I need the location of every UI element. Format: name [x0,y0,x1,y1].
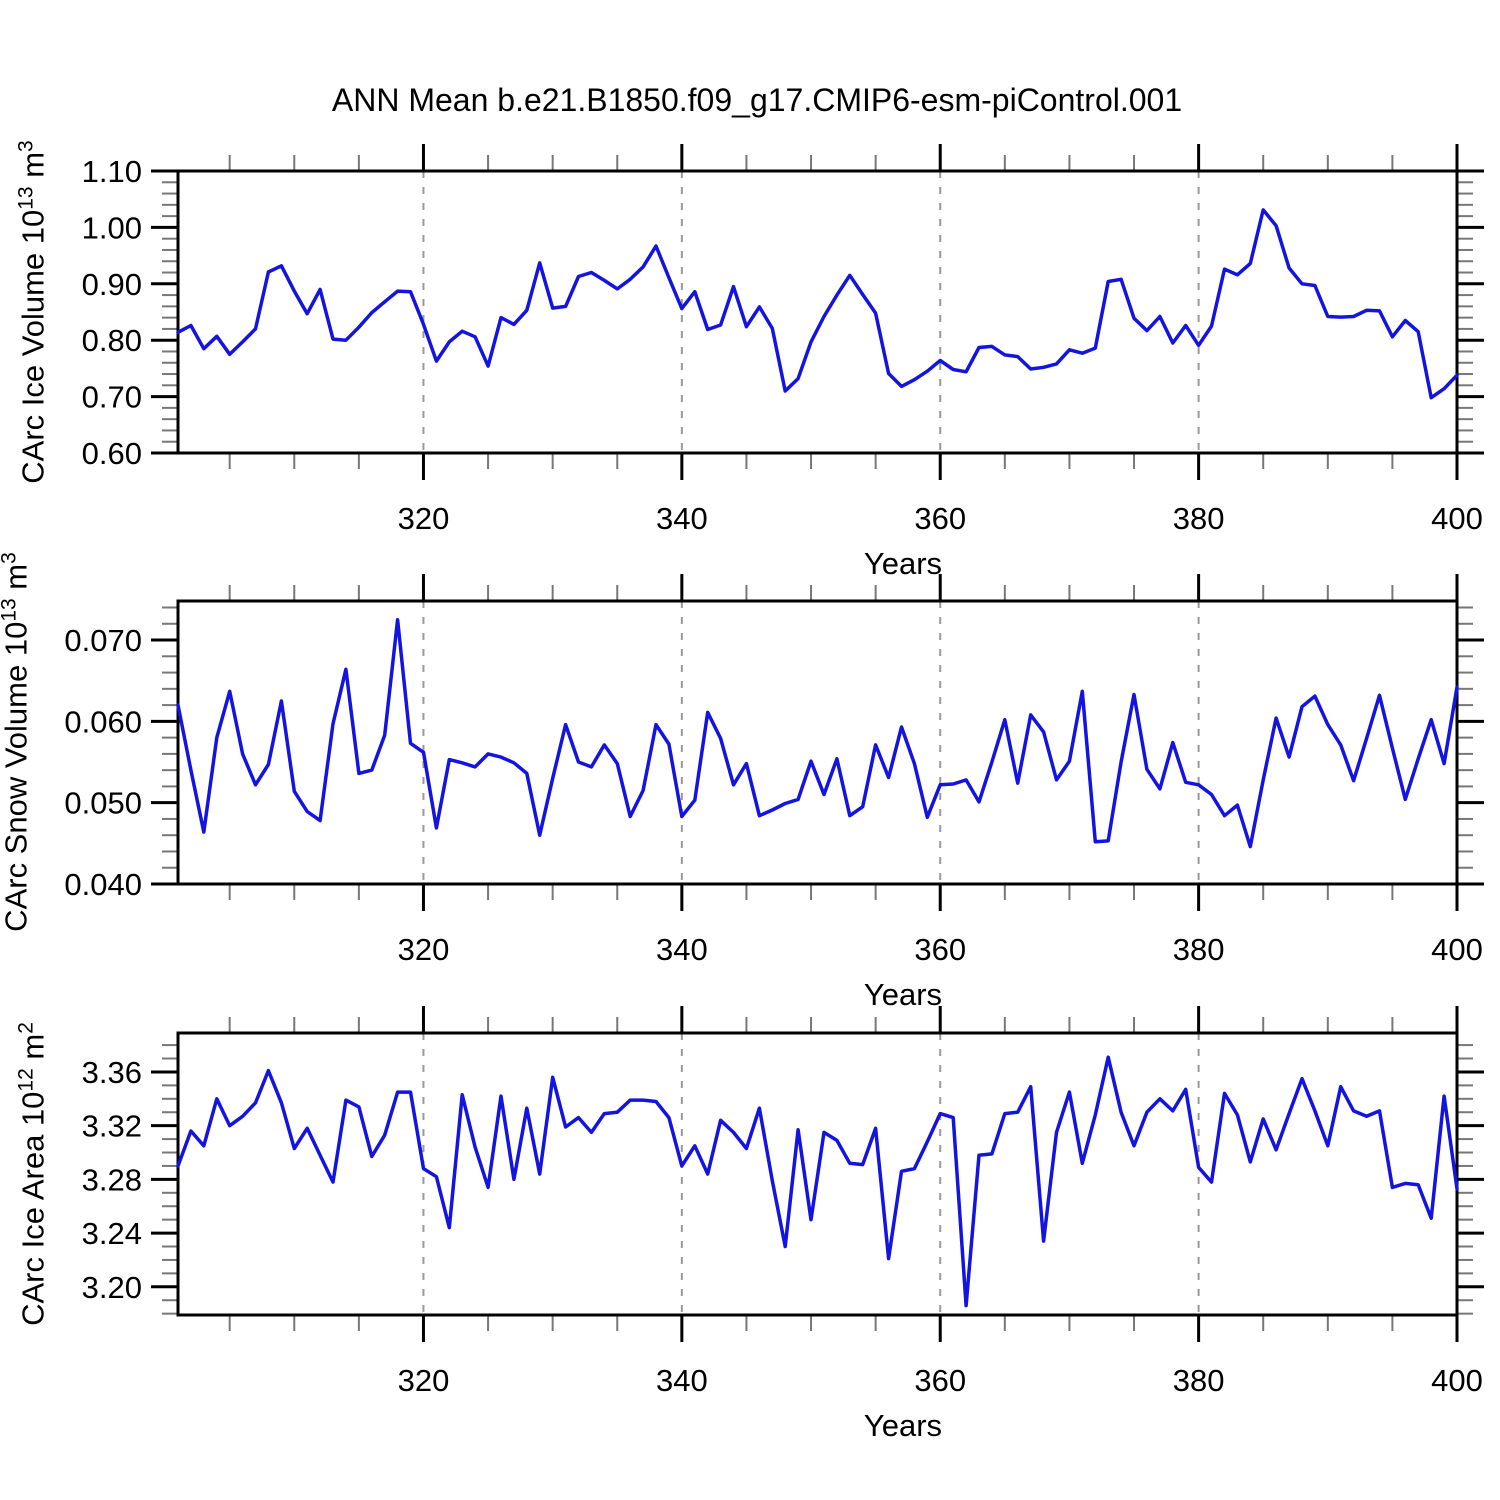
x-axis-title: Years [864,1408,942,1443]
y-axis-label-unit: m [15,1033,51,1069]
y-tick-label-3.32: 3.32 [82,1109,142,1144]
y-axis-label-text: CArc Ice Volume 10 [15,209,51,484]
y-axis-label-text: CArc Ice Area 10 [15,1091,51,1326]
plot-frame [176,1031,1459,1317]
panel-ice-area: 320 340 360 380 400 Years 3.20 3.24 3.28 3.32 3.36 [82,1006,1484,1443]
x-tick-label-380: 380 [1173,501,1225,536]
y-axis-unit-exponent: 3 [14,140,38,152]
y-tick-label-0.040: 0.040 [64,867,142,902]
y-axis-label-ice-volume: CArc Ice Volume 1013 m3 [14,140,51,483]
y-tick-label-0.90: 0.90 [82,267,142,302]
y-axis-exponent: 13 [0,598,21,622]
y-axis-label-ice-area: CArc Ice Area 1012 m2 [14,1022,51,1326]
y-tick-label-0.060: 0.060 [64,704,142,739]
y-tick-label-0.070: 0.070 [64,623,142,658]
figure-title: ANN Mean b.e21.B1850.f09_g17.CMIP6-esm-p… [331,82,1183,118]
y-axis-exponent: 12 [14,1068,38,1092]
y-tick-label-3.36: 3.36 [82,1055,142,1090]
x-tick-label-360: 360 [914,932,966,967]
x-tick-label-320: 320 [398,1363,450,1398]
x-axis-title: Years [864,977,942,1012]
x-tick-label-360: 360 [914,1363,966,1398]
y-axis-exponent: 13 [14,186,38,210]
y-axis-label-snow-volume: CArc Snow Volume 1013 m3 [0,552,35,932]
x-axis-title: Years [864,546,942,581]
x-tick-label-360: 360 [914,501,966,536]
ice-area-series-line [176,1055,1459,1308]
y-tick-label-1.10: 1.10 [82,154,142,189]
x-tick-label-340: 340 [656,932,708,967]
panel-ice-volume: 320 340 360 380 400 Years 0.60 0.70 0.80 0.90 1.00… [82,144,1484,581]
y-tick-label-0.60: 0.60 [82,436,142,471]
y-axis-label-unit: m [15,151,51,187]
y-tick-label-0.80: 0.80 [82,323,142,358]
y-axis-unit-exponent: 3 [0,552,20,564]
x-tick-label-340: 340 [656,501,708,536]
ice-volume-series-line [176,208,1459,400]
x-tick-label-320: 320 [398,501,450,536]
y-axis-unit-exponent: 2 [14,1022,38,1034]
plot-frame [176,599,1459,886]
y-tick-label-3.20: 3.20 [82,1270,142,1305]
x-tick-label-380: 380 [1173,932,1225,967]
y-tick-label-3.24: 3.24 [82,1216,142,1251]
y-tick-label-1.00: 1.00 [82,210,142,245]
y-tick-label-0.050: 0.050 [64,786,142,821]
y-axis-label-text: CArc Snow Volume 10 [0,621,34,932]
plot-frame [176,169,1459,455]
y-tick-label-0.70: 0.70 [82,380,142,415]
x-tick-label-340: 340 [656,1363,708,1398]
x-tick-label-400: 400 [1431,932,1483,967]
y-tick-label-3.28: 3.28 [82,1162,142,1197]
x-tick-label-400: 400 [1431,1363,1483,1398]
x-tick-label-400: 400 [1431,501,1483,536]
snow-volume-series-line [176,617,1459,849]
panel-snow-volume: 320 340 360 380 400 Years 0.040 0.050 0.060 0.070 [64,574,1484,1012]
x-tick-label-380: 380 [1173,1363,1225,1398]
y-axis-label-unit: m [0,563,34,599]
x-tick-label-320: 320 [398,932,450,967]
